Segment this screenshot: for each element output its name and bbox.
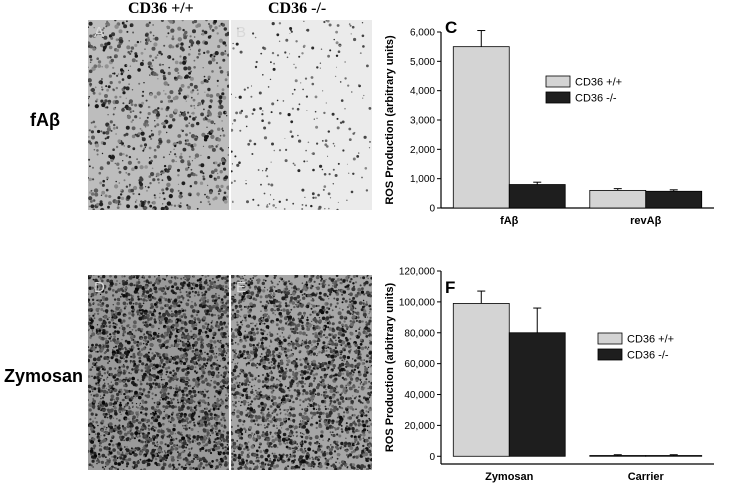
y-axis-label: ROS Production (arbitrary units) [384, 283, 396, 453]
row-label-zymosan: Zymosan [4, 366, 84, 386]
bar-fAβ-CD36 +/+ [452, 46, 510, 209]
column-header-knockout: CD36 -/- [268, 0, 327, 17]
panel-label-c: C [445, 18, 458, 37]
panel-label-e: E [236, 279, 247, 296]
y-tick-label: 4,000 [410, 86, 435, 97]
bar-Carrier-CD36 +/+ [589, 455, 647, 457]
legend-label: CD36 -/- [627, 350, 669, 362]
column-header-wildtype: CD36 +/+ [128, 0, 194, 17]
panel-label-d: D [94, 279, 105, 296]
x-category-label: fAβ [500, 215, 519, 227]
y-tick-label: 20,000 [404, 421, 435, 432]
y-tick-label: 40,000 [404, 390, 435, 401]
legend-label: CD36 -/- [575, 93, 617, 105]
y-tick-label: 2,000 [410, 145, 435, 156]
y-tick-label: 0 [429, 204, 435, 215]
y-axis-label: ROS Production (arbitrary units) [384, 35, 396, 205]
micrograph-a-image [88, 20, 229, 210]
row-label-fabeta: fAβ [30, 110, 60, 130]
legend-swatch [597, 348, 623, 361]
legend-label: CD36 +/+ [627, 334, 674, 346]
y-tick-label: 80,000 [404, 328, 435, 339]
y-tick-label: 100,000 [399, 297, 436, 308]
micrograph-d-image [88, 275, 229, 470]
bar-Carrier-CD36 -/- [645, 455, 703, 457]
panel-label-f: F [445, 278, 456, 297]
panel-label-b: B [236, 24, 247, 41]
legend-label: CD36 +/+ [575, 77, 622, 89]
y-tick-label: 5,000 [410, 57, 435, 68]
y-tick-label: 120,000 [399, 267, 436, 278]
micrograph-panel-b [231, 20, 372, 210]
y-tick-label: 3,000 [410, 116, 435, 127]
y-tick-label: 6,000 [410, 28, 435, 39]
y-tick-label: 1,000 [410, 174, 435, 185]
bar-Zymosan-CD36 -/- [508, 332, 566, 457]
micrograph-b-image [231, 20, 372, 210]
legend-swatch [545, 75, 571, 88]
x-category-label: revAβ [630, 215, 661, 227]
micrograph-e-image [231, 275, 372, 470]
micrograph-panel-d [88, 275, 229, 470]
panel-label-a: A [94, 24, 105, 41]
y-tick-label: 0 [429, 452, 435, 463]
bar-Zymosan-CD36 +/+ [452, 303, 510, 457]
micrograph-panel-e [231, 275, 372, 470]
micrograph-panel-a [88, 20, 229, 210]
legend-swatch [597, 332, 623, 345]
x-category-label: Zymosan [485, 471, 534, 483]
x-category-label: Carrier [628, 471, 665, 483]
y-tick-label: 60,000 [404, 359, 435, 370]
legend-swatch [545, 91, 571, 104]
